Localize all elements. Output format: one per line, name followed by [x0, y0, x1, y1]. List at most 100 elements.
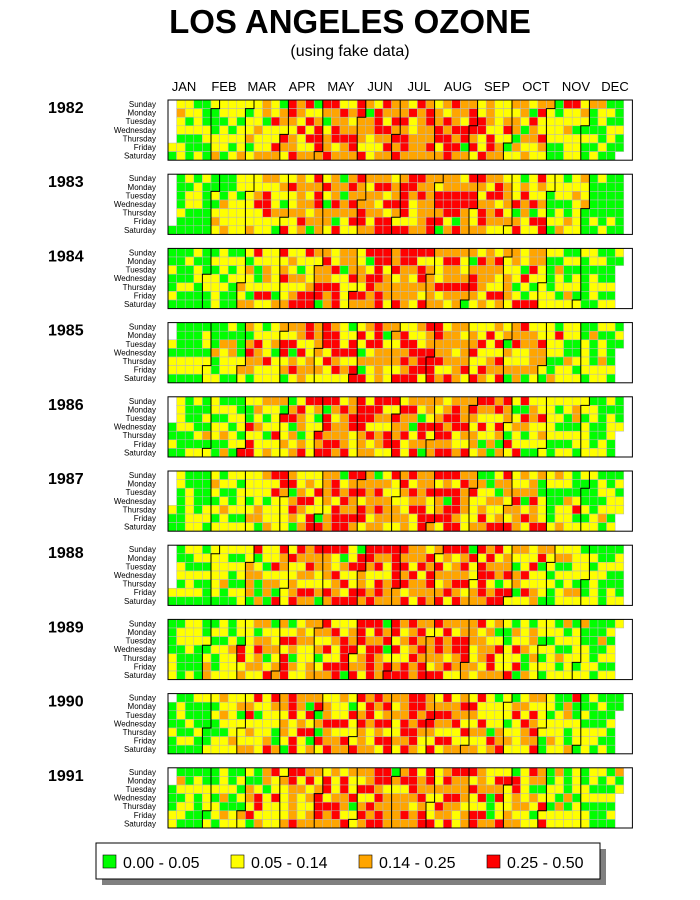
- day-cell: [365, 151, 375, 161]
- day-cell: [554, 644, 564, 655]
- legend-label: 0.05 - 0.14: [251, 855, 328, 872]
- day-cell: [417, 670, 427, 680]
- day-cell: [262, 587, 272, 598]
- day-cell: [511, 356, 521, 366]
- day-cell: [391, 710, 401, 720]
- day-cell: [442, 439, 453, 449]
- day-cell: [382, 570, 392, 580]
- day-cell: [253, 151, 263, 161]
- day-cell: [554, 430, 564, 441]
- day-cell: [219, 430, 229, 441]
- day-cell: [485, 265, 496, 275]
- day-cell: [374, 291, 384, 301]
- day-cell: [460, 693, 470, 703]
- day-cell: [219, 299, 229, 309]
- weekday-label-friday: Friday: [134, 811, 156, 820]
- day-cell: [589, 596, 599, 606]
- day-cell: [219, 776, 229, 786]
- day-cell: [425, 134, 435, 144]
- day-cell: [460, 653, 470, 663]
- day-cell: [339, 644, 349, 655]
- day-cell: [597, 819, 607, 829]
- year-label: 1982: [48, 100, 84, 117]
- day-cell: [296, 182, 306, 192]
- day-cell: [313, 439, 324, 449]
- day-cell: [227, 505, 238, 515]
- day-cell: [434, 801, 444, 812]
- day-cell: [477, 727, 487, 737]
- day-cell: [563, 710, 573, 720]
- day-cell: [356, 479, 367, 489]
- day-cell: [468, 116, 478, 127]
- day-cell: [442, 265, 453, 275]
- day-cell: [434, 182, 444, 192]
- day-cell: [434, 653, 444, 663]
- day-cell: [184, 644, 195, 655]
- month-boundary: [502, 100, 513, 161]
- day-cell: [408, 767, 418, 777]
- day-cell: [528, 208, 539, 218]
- day-cell: [202, 405, 212, 415]
- day-cell: [356, 693, 367, 703]
- day-cell: [227, 479, 238, 489]
- day-cell: [503, 365, 513, 375]
- day-cell: [425, 322, 435, 332]
- day-cell: [554, 108, 564, 118]
- day-cell: [494, 322, 504, 332]
- month-boundary: [468, 471, 479, 532]
- day-cell: [322, 365, 332, 375]
- day-cell: [374, 348, 384, 358]
- day-cell: [580, 767, 590, 777]
- day-cell: [468, 134, 478, 144]
- day-cell: [485, 487, 496, 498]
- day-cell: [494, 767, 504, 777]
- day-cell: [184, 191, 195, 201]
- day-cell: [597, 470, 607, 480]
- weekday-label-wednesday: Wednesday: [114, 571, 156, 580]
- day-cell: [365, 439, 375, 449]
- day-cell: [597, 125, 607, 135]
- day-cell: [279, 693, 289, 703]
- day-cell: [305, 744, 315, 755]
- month-boundary: [270, 619, 281, 680]
- day-cell: [554, 322, 564, 332]
- day-cell: [460, 125, 470, 135]
- day-cell: [210, 579, 220, 589]
- day-cell: [374, 727, 384, 737]
- day-cell: [606, 413, 616, 423]
- day-cell: [554, 216, 564, 227]
- day-cell: [245, 439, 255, 449]
- day-cell: [554, 810, 564, 820]
- day-cell: [485, 562, 496, 572]
- day-cell: [494, 199, 504, 209]
- day-cell: [288, 439, 298, 449]
- day-cell: [348, 579, 358, 589]
- day-cell: [365, 216, 375, 227]
- day-cell: [614, 256, 625, 266]
- day-cell: [597, 291, 607, 301]
- day-cell: [219, 544, 229, 555]
- weekday-label-monday: Monday: [128, 405, 156, 414]
- day-cell: [202, 430, 212, 441]
- day-cell: [399, 299, 410, 309]
- day-cell: [253, 422, 263, 432]
- day-cell: [477, 670, 487, 680]
- day-cell: [296, 199, 306, 209]
- day-cell: [193, 587, 203, 598]
- day-cell: [210, 339, 220, 349]
- day-cell: [391, 662, 401, 672]
- day-cell: [468, 636, 478, 646]
- month-boundary: [545, 174, 556, 235]
- day-cell: [313, 776, 324, 786]
- day-cell: [339, 291, 349, 301]
- day-cell: [589, 784, 599, 794]
- day-cell: [184, 693, 195, 703]
- day-cell: [520, 256, 530, 266]
- month-boundary: [425, 619, 436, 680]
- day-cell: [391, 216, 401, 227]
- month-label-oct: OCT: [522, 79, 550, 94]
- day-cell: [503, 142, 513, 152]
- day-cell: [193, 439, 203, 449]
- day-cell: [511, 134, 521, 144]
- day-cell: [331, 396, 341, 406]
